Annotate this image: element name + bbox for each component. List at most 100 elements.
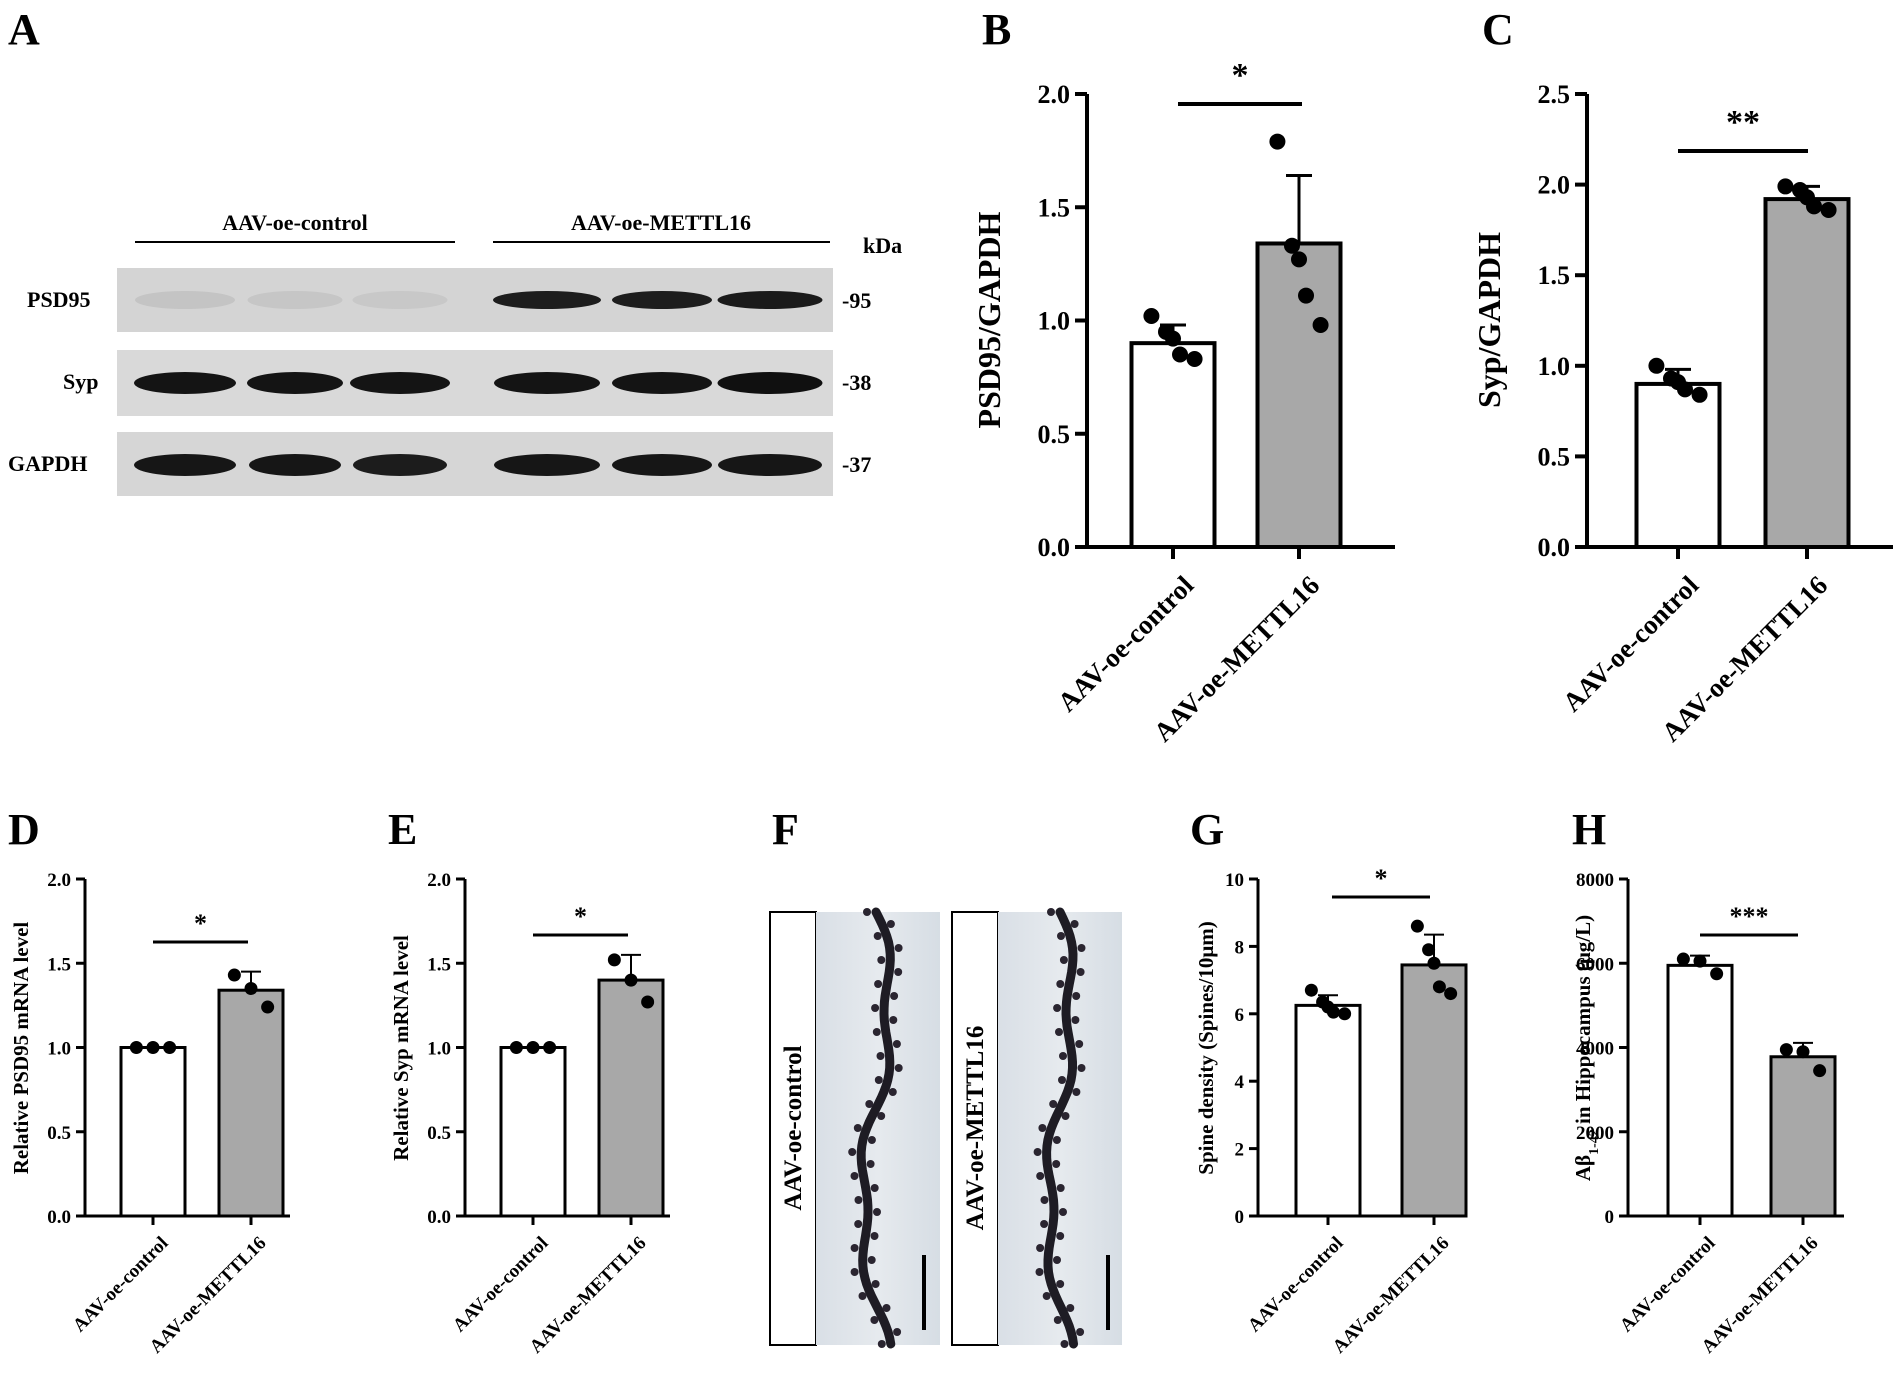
y-tick-label: 2.0: [427, 870, 451, 891]
dendrite-spine: [871, 1280, 880, 1288]
data-point: [1779, 1043, 1793, 1057]
blot-band: [494, 372, 600, 394]
dendrite-spine: [1052, 1160, 1061, 1168]
dendrite-spine: [877, 1112, 886, 1120]
dendrite-spine: [863, 908, 871, 916]
significance-marker: *: [1232, 57, 1249, 94]
dendrite-spine: [1055, 1028, 1063, 1036]
dendrite-spine: [1075, 1040, 1084, 1048]
x-tick-label: AAV-oe-METTL16: [1329, 1233, 1454, 1358]
dendrite-spine: [1049, 1100, 1058, 1108]
y-tick-label: 0.5: [1038, 420, 1071, 449]
dendrite-spine: [894, 944, 903, 952]
data-point: [1172, 346, 1189, 363]
dendrite-spine: [886, 920, 895, 928]
y-tick-label: 0: [1235, 1207, 1245, 1228]
dendrite-spine: [1072, 992, 1081, 1000]
bar-control: [1129, 341, 1217, 549]
data-point: [146, 1041, 160, 1054]
blot-strip-psd95: [117, 268, 833, 332]
dendrite-spine: [1036, 1172, 1045, 1180]
y-tick-label: 0: [1605, 1207, 1615, 1228]
blot-band: [612, 454, 712, 476]
data-point: [1677, 381, 1694, 398]
dendrite-spine: [850, 1268, 859, 1276]
dendrite-spine: [867, 1256, 876, 1264]
blot-band: [135, 291, 235, 309]
blot-band: [350, 372, 450, 394]
dendrite-spine: [872, 1028, 881, 1036]
dendrite-spine: [1057, 932, 1065, 940]
chart-b: 0.00.51.01.52.0PSD95/GAPDHAAV-oe-control…: [971, 57, 1395, 748]
protein-label-psd95: PSD95: [27, 287, 91, 312]
dendrite-spine: [894, 968, 903, 976]
data-point: [1796, 1045, 1810, 1059]
y-axis-label-subscript: 1-42: [1587, 1129, 1602, 1155]
dendrite-spine: [865, 1100, 874, 1108]
protein-label-gapdh: GAPDH: [8, 451, 87, 476]
blot-band: [249, 454, 341, 476]
data-point: [607, 953, 621, 967]
bar-control: [1666, 963, 1734, 1218]
dendrite-spine: [888, 1088, 897, 1096]
y-tick-label: 4: [1235, 1072, 1245, 1093]
significance-marker: ***: [1730, 902, 1769, 931]
y-tick-label: 2.0: [47, 870, 71, 891]
dendrite-spine: [1056, 980, 1065, 988]
dendrite-spine: [854, 1220, 863, 1228]
bar-mettl16: [1763, 197, 1851, 549]
dendrite-spine: [874, 980, 883, 988]
image-label-box-control: [769, 911, 817, 1346]
dendrite-spine: [1053, 1004, 1062, 1012]
y-tick-label: 1.5: [427, 954, 451, 975]
data-point: [1710, 967, 1724, 981]
blot-band: [352, 291, 448, 309]
dendrite-spine: [1059, 956, 1068, 964]
dendrite-spine: [1077, 944, 1086, 952]
data-point: [227, 968, 241, 982]
y-axis-label-part: in Hippocampus (μg/L): [1571, 915, 1595, 1129]
y-tick-label: 1.0: [47, 1039, 71, 1060]
dendrite-spine: [1036, 1244, 1045, 1252]
panel-f: AAV-oe-control AAV-oe-METTL16: [769, 907, 1122, 1349]
blot-band: [134, 454, 236, 476]
panel-a: A AAV-oe-control AAV-oe-METTL16 kDa PSD9…: [8, 5, 902, 496]
dendrite-spine: [858, 1292, 867, 1300]
data-point: [129, 1041, 143, 1054]
dendrite-spine: [871, 1004, 880, 1012]
data-point: [1676, 952, 1690, 966]
data-point: [624, 973, 638, 987]
y-tick-label: 2.0: [1538, 171, 1571, 200]
data-point: [526, 1041, 540, 1054]
dendrite-spine: [1035, 1268, 1044, 1276]
blot-band: [717, 372, 823, 394]
x-tick-label: AAV-oe-control: [69, 1233, 173, 1337]
data-point: [1693, 954, 1707, 968]
data-point: [509, 1041, 523, 1054]
group-label-control: AAV-oe-control: [222, 210, 367, 235]
y-tick-label: 0.0: [1038, 533, 1071, 562]
blot-band: [718, 454, 822, 476]
bar-control: [499, 1046, 567, 1218]
dendrite-spine: [1072, 1088, 1081, 1096]
significance-marker: *: [1375, 864, 1388, 893]
blot-bands: [134, 291, 823, 476]
panel-letter-f: F: [772, 805, 799, 854]
y-tick-label: 1.5: [47, 954, 71, 975]
significance-marker: **: [1726, 104, 1760, 141]
dendrite-spine: [1061, 1112, 1070, 1120]
dendrite-spine: [1040, 1220, 1049, 1228]
dendrites: [848, 907, 1086, 1349]
y-tick-label: 1.5: [1038, 193, 1071, 222]
dendrite-shaft: [856, 907, 896, 1349]
chart-h: 0 2000 4000 6000 8000 Aβ1-42 in Hippocampus (…: [1571, 870, 1844, 1358]
y-axis-label: Relative PSD95 mRNA level: [9, 922, 33, 1175]
dendrite-spine: [877, 1340, 886, 1348]
data-point: [1298, 287, 1315, 304]
y-tick-label: 2: [1235, 1140, 1245, 1161]
bar-control: [1634, 381, 1722, 550]
y-tick-label: 1.5: [1538, 261, 1571, 290]
y-tick-label: 2000: [1576, 1123, 1614, 1144]
dendrite-spine: [1047, 908, 1055, 916]
